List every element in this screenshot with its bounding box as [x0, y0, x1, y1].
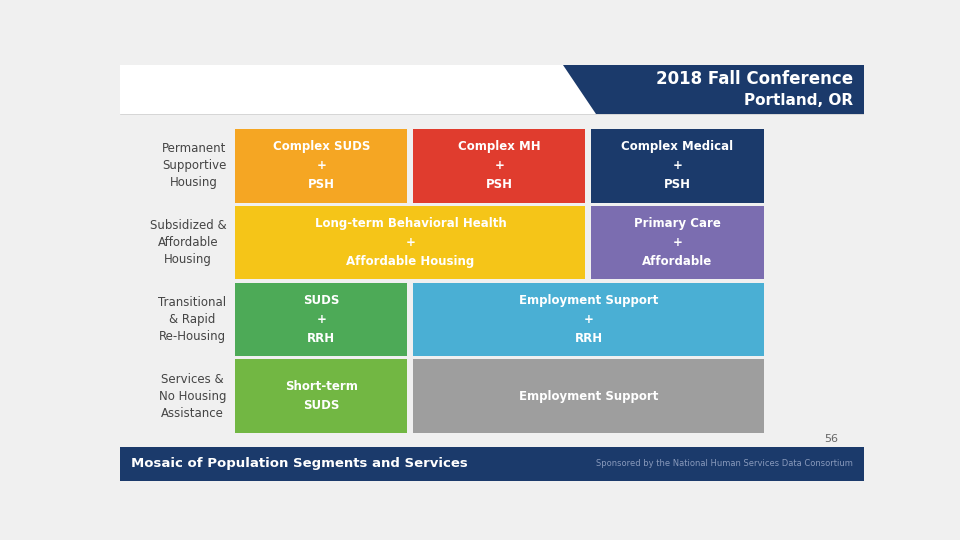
- Text: Employment Support: Employment Support: [518, 389, 659, 403]
- Text: Permanent
Supportive
Housing: Permanent Supportive Housing: [162, 143, 227, 190]
- FancyBboxPatch shape: [235, 360, 407, 433]
- FancyBboxPatch shape: [235, 282, 407, 356]
- Text: Subsidized &
Affordable
Housing: Subsidized & Affordable Housing: [150, 219, 227, 266]
- FancyBboxPatch shape: [414, 360, 763, 433]
- Text: 2018 Fall Conference: 2018 Fall Conference: [656, 70, 852, 87]
- Text: Short-term
SUDS: Short-term SUDS: [285, 380, 358, 412]
- Text: Complex Medical
+
PSH: Complex Medical + PSH: [621, 140, 733, 192]
- FancyBboxPatch shape: [414, 282, 763, 356]
- FancyBboxPatch shape: [120, 447, 864, 481]
- Text: Long-term Behavioral Health
+
Affordable Housing: Long-term Behavioral Health + Affordable…: [315, 217, 506, 268]
- Text: Transitional
& Rapid
Re-Housing: Transitional & Rapid Re-Housing: [158, 296, 227, 343]
- Polygon shape: [563, 65, 864, 114]
- FancyBboxPatch shape: [414, 129, 586, 202]
- FancyBboxPatch shape: [591, 129, 763, 202]
- Text: Employment Support
+
RRH: Employment Support + RRH: [518, 294, 659, 345]
- Text: Sponsored by the National Human Services Data Consortium: Sponsored by the National Human Services…: [596, 460, 852, 469]
- Text: Complex SUDS
+
PSH: Complex SUDS + PSH: [273, 140, 370, 192]
- Text: Services &
No Housing
Assistance: Services & No Housing Assistance: [159, 373, 227, 420]
- FancyBboxPatch shape: [120, 65, 864, 114]
- FancyBboxPatch shape: [235, 206, 586, 279]
- Text: SUDS
+
RRH: SUDS + RRH: [303, 294, 340, 345]
- Text: Mosaic of Population Segments and Services: Mosaic of Population Segments and Servic…: [132, 457, 468, 470]
- Text: 56: 56: [824, 434, 838, 444]
- Text: Complex MH
+
PSH: Complex MH + PSH: [458, 140, 540, 192]
- FancyBboxPatch shape: [235, 129, 407, 202]
- FancyBboxPatch shape: [591, 206, 763, 279]
- Text: Portland, OR: Portland, OR: [744, 93, 852, 107]
- Text: Primary Care
+
Affordable: Primary Care + Affordable: [634, 217, 721, 268]
